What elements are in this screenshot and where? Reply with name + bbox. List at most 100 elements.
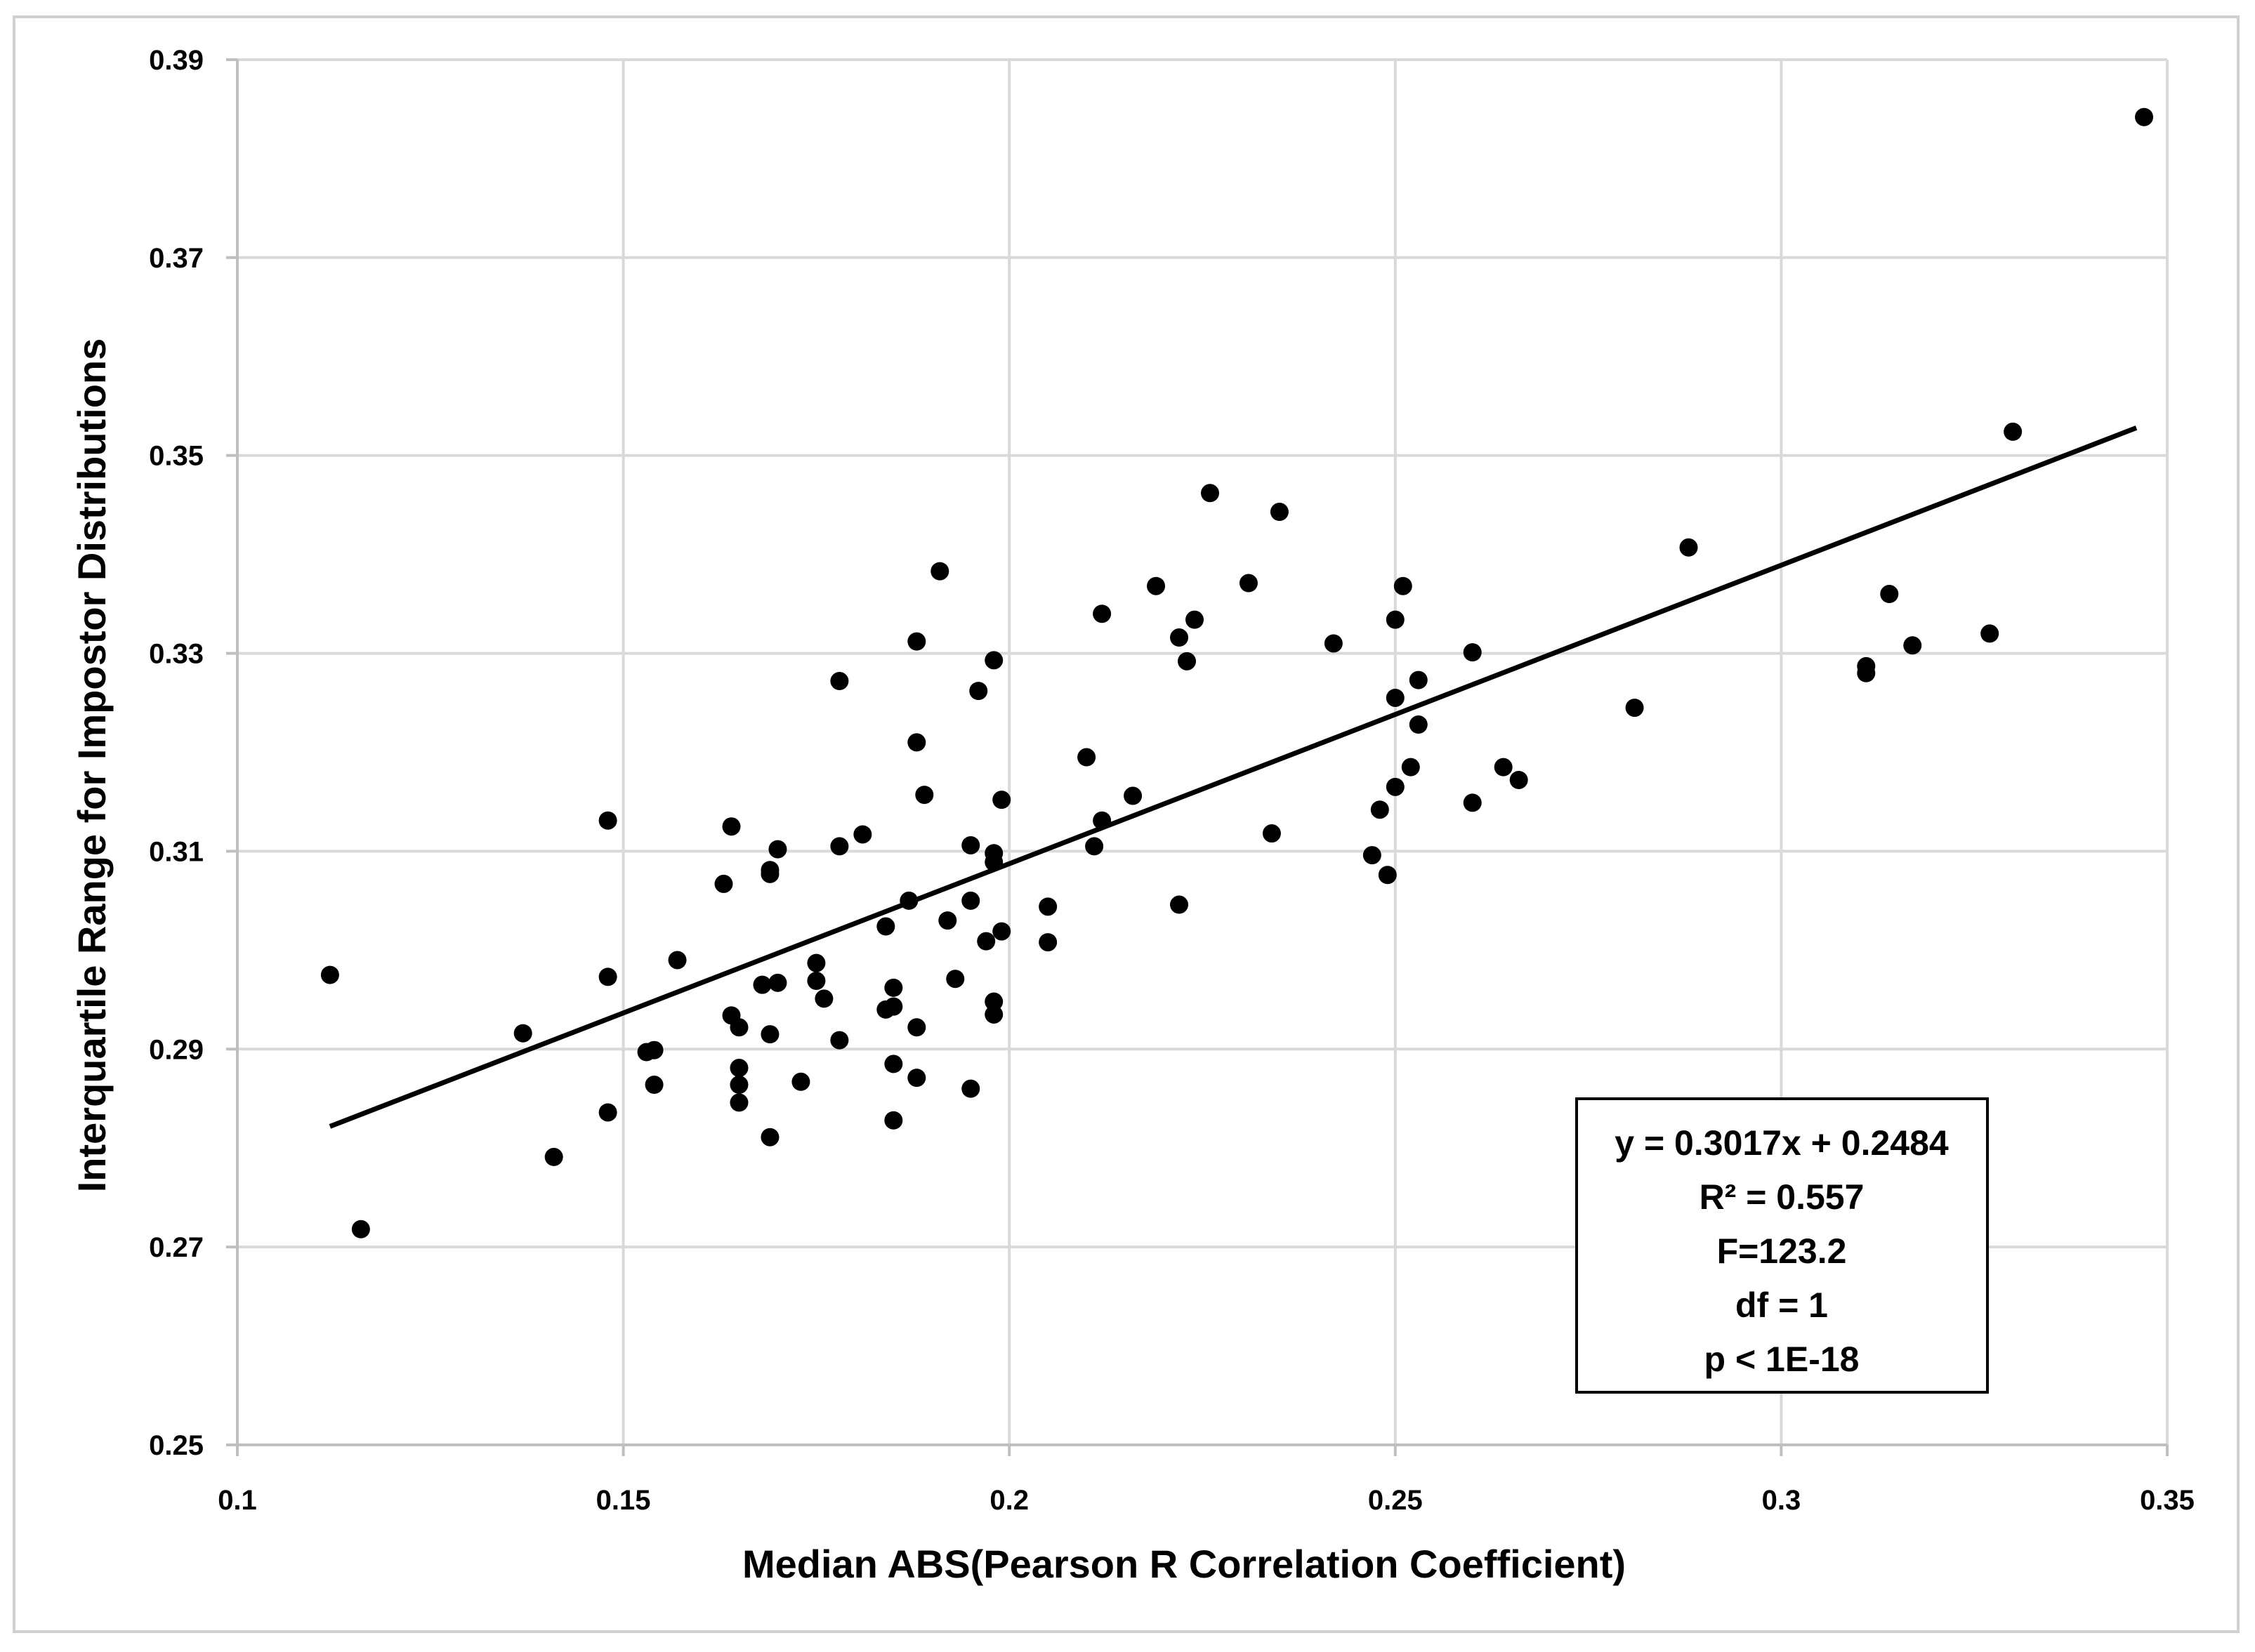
data-point bbox=[761, 864, 780, 883]
data-point bbox=[1386, 688, 1405, 707]
data-point bbox=[598, 967, 617, 986]
data-point bbox=[907, 1018, 926, 1037]
stats-f-value: F=123.2 bbox=[1717, 1231, 1847, 1271]
data-point bbox=[1409, 715, 1428, 734]
data-point bbox=[1370, 800, 1389, 819]
x-tick-label: 0.2 bbox=[990, 1485, 1029, 1516]
data-point bbox=[1386, 610, 1405, 629]
data-point bbox=[1178, 652, 1197, 670]
data-point bbox=[1980, 624, 1999, 643]
data-point bbox=[1270, 503, 1289, 522]
data-point bbox=[2004, 422, 2023, 441]
x-tick-label: 0.3 bbox=[1762, 1485, 1801, 1516]
data-point bbox=[791, 1072, 810, 1091]
data-point bbox=[830, 672, 849, 691]
stats-r-squared: R² = 0.557 bbox=[1700, 1177, 1865, 1217]
data-point bbox=[1077, 748, 1096, 767]
data-point bbox=[730, 1018, 749, 1037]
data-point bbox=[1085, 837, 1104, 856]
data-point bbox=[884, 978, 903, 997]
data-point bbox=[961, 891, 980, 910]
data-point bbox=[1494, 758, 1513, 777]
data-point bbox=[1903, 636, 1922, 655]
data-point bbox=[946, 970, 965, 989]
data-point bbox=[753, 975, 772, 994]
data-point bbox=[807, 953, 826, 972]
data-point bbox=[977, 932, 996, 951]
data-point bbox=[884, 1111, 903, 1130]
data-point bbox=[1039, 933, 1058, 952]
data-point bbox=[1239, 574, 1258, 593]
data-point bbox=[645, 1040, 664, 1059]
data-point bbox=[730, 1076, 749, 1095]
x-tick-label: 0.35 bbox=[2140, 1485, 2195, 1516]
data-point bbox=[1262, 824, 1281, 843]
y-tick-label: 0.33 bbox=[149, 639, 204, 670]
y-tick-label: 0.29 bbox=[149, 1034, 204, 1065]
ticks-layer: 0.1 0.15 0.2 0.25 0.3 0.35 0.25 0.27 0.29 0.31 0.3… bbox=[149, 45, 2195, 1516]
data-point bbox=[1393, 576, 1412, 595]
data-point bbox=[320, 965, 339, 984]
data-point bbox=[1093, 604, 1112, 623]
data-point bbox=[1386, 777, 1405, 796]
data-point bbox=[969, 682, 988, 701]
y-tick-label: 0.39 bbox=[149, 45, 204, 76]
data-point bbox=[985, 1005, 1004, 1024]
data-point bbox=[1124, 786, 1143, 805]
data-point bbox=[1463, 793, 1482, 812]
x-axis-title: Median ABS(Pearson R Correlation Coeffic… bbox=[742, 1542, 1626, 1586]
data-point bbox=[907, 733, 926, 752]
data-point bbox=[830, 837, 849, 856]
data-point bbox=[714, 874, 733, 893]
stats-df: df = 1 bbox=[1735, 1286, 1828, 1325]
data-point bbox=[853, 825, 872, 844]
data-point bbox=[961, 1079, 980, 1098]
data-point bbox=[1324, 634, 1343, 653]
data-point bbox=[598, 1103, 617, 1122]
grid-layer bbox=[236, 58, 2169, 1446]
data-point bbox=[513, 1024, 532, 1043]
data-point bbox=[876, 917, 895, 936]
data-point bbox=[1463, 643, 1482, 662]
data-point bbox=[761, 1025, 780, 1044]
data-point bbox=[1185, 610, 1204, 629]
data-point bbox=[1093, 811, 1112, 830]
data-point bbox=[1170, 628, 1189, 647]
data-point bbox=[544, 1147, 563, 1166]
data-point bbox=[884, 1055, 903, 1073]
data-point bbox=[961, 835, 980, 854]
stats-p-value: p < 1E-18 bbox=[1704, 1340, 1860, 1379]
data-point bbox=[931, 562, 949, 581]
data-point bbox=[768, 973, 787, 992]
data-point bbox=[1170, 895, 1189, 914]
data-point bbox=[915, 786, 934, 805]
data-point bbox=[985, 852, 1004, 871]
y-tick-label: 0.27 bbox=[149, 1232, 204, 1263]
y-tick-label: 0.35 bbox=[149, 441, 204, 472]
data-point bbox=[1509, 770, 1528, 789]
data-point bbox=[761, 1128, 780, 1147]
data-point bbox=[1880, 585, 1899, 604]
data-point bbox=[768, 840, 787, 859]
data-point bbox=[907, 1069, 926, 1088]
data-point bbox=[1857, 663, 1876, 682]
x-tick-label: 0.1 bbox=[218, 1485, 257, 1516]
y-tick-label: 0.37 bbox=[149, 243, 204, 274]
data-point bbox=[668, 951, 687, 970]
stats-equation: y = 0.3017x + 0.2484 bbox=[1615, 1123, 1949, 1163]
data-point bbox=[351, 1220, 370, 1238]
data-point bbox=[2135, 107, 2154, 126]
data-point bbox=[730, 1059, 749, 1078]
data-point bbox=[938, 911, 957, 930]
data-point bbox=[830, 1031, 849, 1050]
data-point bbox=[884, 997, 903, 1016]
x-tick-label: 0.15 bbox=[596, 1485, 651, 1516]
data-point bbox=[1200, 484, 1219, 503]
data-point bbox=[1039, 897, 1058, 916]
data-point bbox=[645, 1076, 664, 1095]
x-tick-label: 0.25 bbox=[1368, 1485, 1423, 1516]
data-point bbox=[1625, 699, 1644, 718]
y-tick-label: 0.31 bbox=[149, 836, 204, 867]
data-point bbox=[807, 972, 826, 991]
